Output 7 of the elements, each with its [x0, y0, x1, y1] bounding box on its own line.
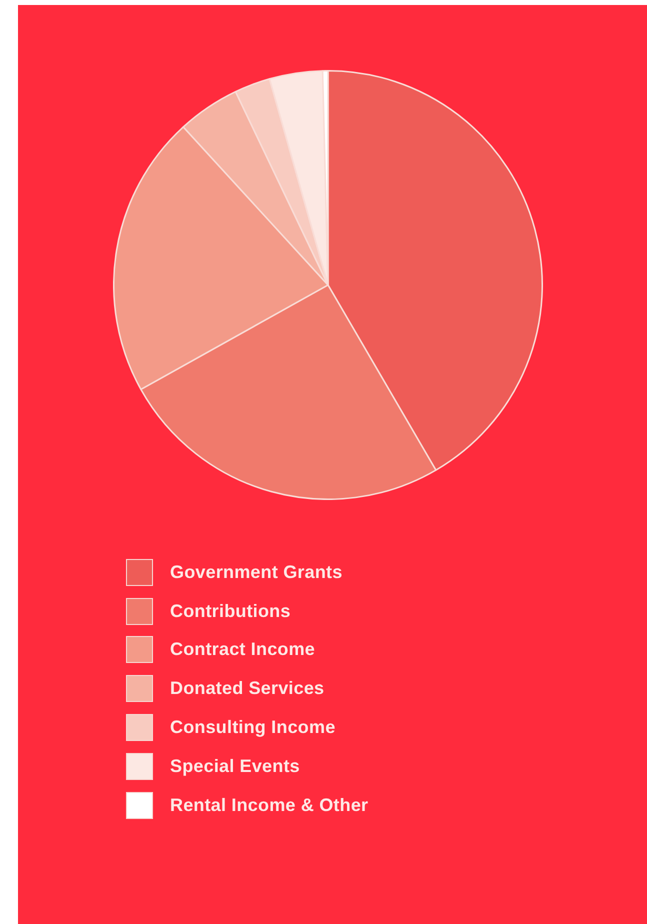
legend-label: Special Events [170, 756, 300, 777]
legend-label: Contributions [170, 600, 291, 622]
legend-label: Rental Income & Other [170, 794, 368, 816]
legend-label: Donated Services [170, 678, 324, 700]
legend-label: Contract Income [170, 639, 316, 660]
legend-label: Government Grants [170, 562, 342, 583]
legend-label: Consulting Income [170, 717, 336, 738]
